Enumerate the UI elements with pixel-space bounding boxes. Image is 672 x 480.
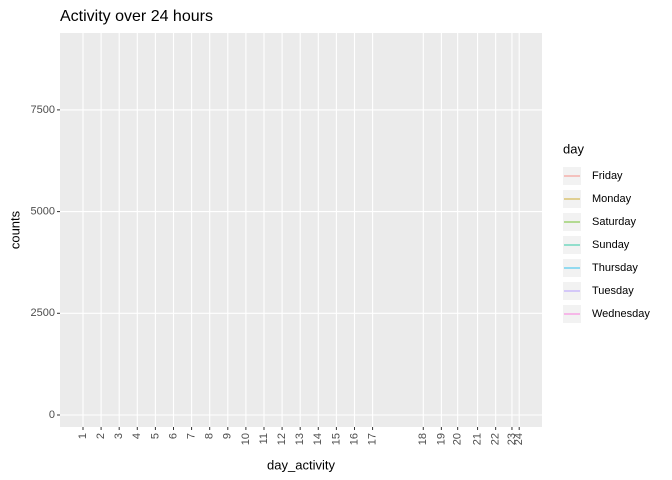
x-tick-label: 22: [490, 433, 502, 445]
x-tick-label: 1: [77, 433, 89, 439]
panel: [60, 33, 542, 427]
legend-text: Monday: [592, 193, 632, 205]
x-tick-label: 5: [149, 433, 161, 439]
x-tick-label: 15: [330, 433, 342, 445]
x-tick-label: 12: [276, 433, 288, 445]
x-tick-label: 9: [222, 433, 234, 439]
x-tick-label: 20: [452, 433, 464, 445]
legend-text: Saturday: [592, 216, 637, 228]
x-tick-label: 21: [471, 433, 483, 445]
x-tick-label: 6: [167, 433, 179, 439]
y-tick-label: 7500: [31, 104, 55, 116]
x-tick-label: 4: [131, 433, 143, 439]
x-tick-label: 13: [294, 433, 306, 445]
x-tick-label: 14: [312, 433, 324, 445]
legend-text: Tuesday: [592, 285, 634, 297]
y-tick-label: 0: [49, 409, 55, 421]
x-tick-label: 2: [95, 433, 107, 439]
x-tick-label: 10: [240, 433, 252, 445]
chart-title: Activity over 24 hours: [60, 8, 213, 25]
legend-text: Wednesday: [592, 308, 650, 320]
x-tick-label: 18: [417, 433, 429, 445]
x-tick-label: 3: [113, 433, 125, 439]
legend-text: Thursday: [592, 262, 638, 274]
x-tick-label: 11: [258, 433, 270, 444]
y-axis-title: counts: [7, 210, 22, 249]
y-tick-label: 5000: [31, 205, 55, 217]
x-tick-label: 23: [506, 433, 518, 445]
legend-title: day: [563, 141, 584, 156]
x-tick-label: 16: [348, 433, 360, 445]
x-tick-label: 19: [435, 433, 447, 445]
legend-text: Friday: [592, 170, 623, 182]
x-tick-label: 17: [366, 433, 378, 445]
legend-text: Sunday: [592, 239, 630, 251]
y-tick-label: 2500: [31, 307, 55, 319]
x-tick-label: 24: [513, 433, 525, 445]
x-tick-label: 7: [185, 433, 197, 439]
x-tick-label: 8: [204, 433, 216, 439]
x-axis-title: day_activity: [267, 457, 335, 472]
